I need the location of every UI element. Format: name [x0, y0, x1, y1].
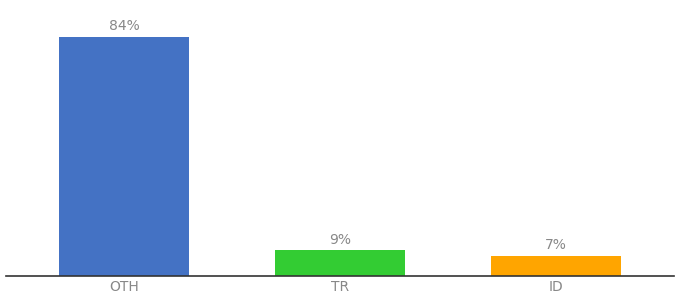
Text: 7%: 7% — [545, 238, 566, 252]
Bar — [491, 256, 621, 276]
Text: 9%: 9% — [329, 232, 351, 247]
Text: 84%: 84% — [109, 20, 139, 33]
Bar — [275, 250, 405, 276]
Bar — [59, 37, 189, 276]
